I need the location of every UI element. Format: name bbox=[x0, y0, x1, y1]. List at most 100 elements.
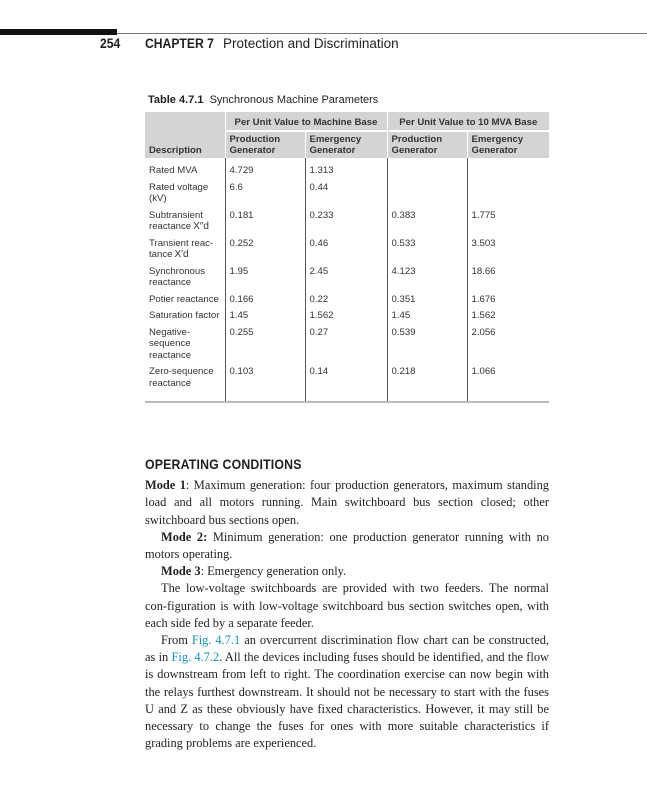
table-cell: 0.46 bbox=[304, 236, 387, 265]
table-cell: 1.562 bbox=[304, 309, 387, 326]
table-cell: 0.181 bbox=[224, 208, 305, 237]
row-description: Potier reactance bbox=[145, 293, 225, 310]
table-cell: 0.255 bbox=[224, 325, 305, 365]
table-cell: 6.6 bbox=[224, 180, 305, 209]
table-cell: 2.056 bbox=[466, 325, 549, 365]
description-text: Negative-sequence reactance bbox=[149, 326, 192, 361]
group-header: Per Unit Value to Machine Base bbox=[224, 112, 387, 131]
flow-chart-paragraph: From Fig. 4.7.1 an overcurrent discrimin… bbox=[145, 632, 549, 752]
table-cell bbox=[386, 180, 467, 209]
table-cell: 4.729 bbox=[224, 158, 305, 181]
table-cell: 0.539 bbox=[386, 325, 467, 365]
table-cell: 0.252 bbox=[224, 236, 305, 265]
table-title: Synchronous Machine Parameters bbox=[209, 94, 379, 106]
table-cell: 0.218 bbox=[386, 365, 467, 403]
column-header: Emergency Generator bbox=[466, 130, 549, 158]
table-row: Rated voltage (kV) 6.6 0.44 bbox=[145, 180, 549, 209]
mode-3-text: : Emergency generation only. bbox=[200, 564, 347, 579]
description-text: Synchronous reactance bbox=[149, 265, 205, 289]
mode-2-paragraph: Mode 2: Minimum generation: one producti… bbox=[145, 529, 549, 563]
row-description: Saturation factor bbox=[145, 309, 225, 326]
mode-3-paragraph: Mode 3: Emergency generation only. bbox=[145, 563, 549, 580]
row-description: Rated voltage (kV) bbox=[145, 181, 225, 209]
table-cell: 1.562 bbox=[466, 309, 549, 326]
mode-1-label: Mode 1 bbox=[145, 478, 186, 493]
symbol: X″d bbox=[193, 221, 209, 232]
column-header: Production Generator bbox=[386, 130, 467, 158]
fig-link[interactable]: Fig. 4.7.1 bbox=[191, 633, 241, 648]
table-cell: 0.14 bbox=[304, 365, 387, 403]
table-row: Rated MVA 4.729 1.313 bbox=[145, 158, 549, 181]
mode-3-label: Mode 3 bbox=[161, 564, 201, 579]
row-description: Zero-sequence reactance bbox=[145, 365, 225, 403]
column-header: Emergency Generator bbox=[304, 130, 387, 158]
table-cell: 18.66 bbox=[466, 264, 549, 293]
table-row: Saturation factor 1.45 1.562 1.45 1.562 bbox=[145, 309, 549, 326]
body-text: OPERATING CONDITIONS Mode 1: Maximum gen… bbox=[145, 456, 549, 752]
table-cell bbox=[466, 180, 549, 209]
table-cell bbox=[386, 158, 467, 181]
description-text: Saturation factor bbox=[149, 310, 220, 321]
table-row: Negative-sequence reactance 0.255 0.27 0.53… bbox=[145, 325, 549, 366]
table-cell bbox=[466, 158, 549, 181]
row-description: Subtransient reactance X″d bbox=[145, 209, 225, 237]
running-header: 254 CHAPTER 7 Protection and Discriminati… bbox=[100, 36, 399, 51]
table-cell: 2.45 bbox=[304, 264, 387, 293]
mode-2-label: Mode 2: bbox=[161, 529, 208, 544]
table-cell: 0.44 bbox=[304, 180, 387, 209]
table-cell: 1.313 bbox=[304, 158, 387, 181]
table-row: Synchronous reactance 1.95 2.45 4.123 18.66 bbox=[145, 264, 549, 293]
table-cell: 1.95 bbox=[224, 264, 305, 293]
table-row: Zero-sequence reactance 0.103 0.14 0.218 1.0… bbox=[145, 365, 549, 403]
table-cell: 1.45 bbox=[386, 309, 467, 326]
table-caption: Table 4.7.1 Synchronous Machine Paramete… bbox=[148, 94, 378, 106]
fig-link[interactable]: Fig. 4.7.2 bbox=[171, 650, 220, 665]
description-text: Transient reac-tance bbox=[149, 237, 214, 261]
header-bar bbox=[0, 29, 117, 35]
mode-1-text: : Maximum generation: four production ge… bbox=[145, 478, 550, 527]
header-rule bbox=[117, 33, 647, 34]
description-text: Zero-sequence reactance bbox=[149, 366, 214, 389]
table-cell: 3.503 bbox=[466, 236, 549, 265]
chapter-title: Protection and Discrimination bbox=[223, 36, 399, 51]
table-cell: 0.351 bbox=[386, 292, 467, 309]
section-heading: OPERATING CONDITIONS bbox=[145, 456, 302, 472]
table-row: Subtransient reactance X″d 0.181 0.233 0.383… bbox=[145, 208, 549, 237]
table-cell: 0.233 bbox=[304, 208, 387, 237]
table-cell: 1.066 bbox=[466, 365, 549, 403]
feeders-paragraph: The low-voltage switchboards are provide… bbox=[145, 581, 549, 630]
text: . All the devices including fuses should… bbox=[145, 650, 549, 751]
row-description: Negative-sequence reactance bbox=[145, 326, 225, 366]
row-description: Synchronous reactance bbox=[145, 265, 225, 293]
table-cell: 0.383 bbox=[386, 208, 467, 237]
mode-1-paragraph: Mode 1: Maximum generation: four product… bbox=[145, 477, 549, 529]
table-cell: 0.166 bbox=[224, 292, 305, 309]
table-row: Potier reactance 0.166 0.22 0.351 1.676 bbox=[145, 292, 549, 310]
mode-2-text: Minimum generation: one production gener… bbox=[145, 529, 549, 562]
column-header: Production Generator bbox=[224, 130, 305, 158]
description-text: Rated MVA bbox=[149, 165, 198, 176]
row-description: Transient reac-tance X′d bbox=[145, 237, 225, 265]
table-cell: 0.533 bbox=[386, 236, 467, 265]
synchronous-machine-table: Description Per Unit Value to Machine Ba… bbox=[145, 112, 549, 403]
description-text: Potier reactance bbox=[149, 293, 219, 305]
table-cell: 1.775 bbox=[466, 208, 549, 237]
table-cell: 1.45 bbox=[224, 309, 305, 326]
table-label: Table 4.7.1 bbox=[148, 94, 204, 106]
table-row: Transient reac-tance X′d 0.252 0.46 0.533 3.5… bbox=[145, 236, 549, 265]
table-cell: 4.123 bbox=[386, 264, 467, 293]
table-cell: 0.103 bbox=[224, 365, 305, 403]
table-cell: 0.22 bbox=[304, 292, 387, 309]
text: From bbox=[161, 633, 192, 648]
symbol: X′d bbox=[174, 249, 189, 260]
description-text: Rated voltage (kV) bbox=[149, 181, 209, 205]
table-cell: 1.676 bbox=[466, 292, 549, 309]
description-text: Subtransient reactance bbox=[149, 209, 203, 233]
group-header: Per Unit Value to 10 MVA Base bbox=[386, 112, 549, 131]
text: an overcurrent discrimination flow chart… bbox=[145, 633, 549, 665]
row-description: Rated MVA bbox=[145, 158, 225, 181]
page-number: 254 bbox=[100, 36, 121, 51]
column-header: Description bbox=[145, 112, 225, 158]
table-cell: 0.27 bbox=[304, 325, 387, 365]
chapter-label: CHAPTER 7 bbox=[145, 36, 214, 51]
